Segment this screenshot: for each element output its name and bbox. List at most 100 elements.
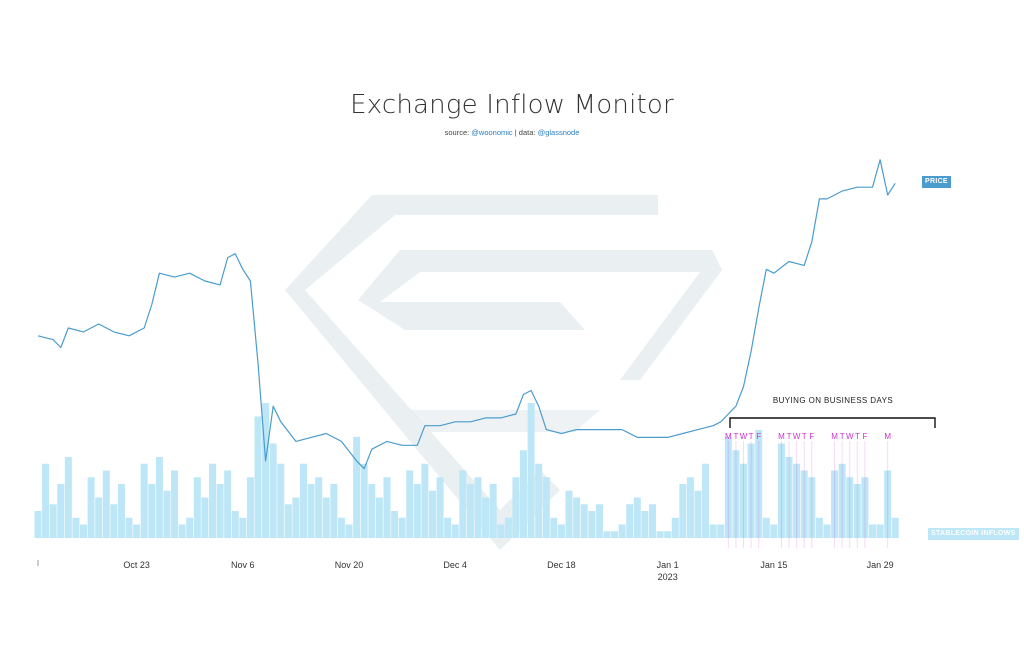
inflow-bar-12 bbox=[125, 517, 133, 538]
inflow-bar-50 bbox=[413, 484, 421, 538]
inflow-bar-108 bbox=[853, 484, 861, 538]
inflow-bar-104 bbox=[823, 524, 831, 538]
inflow-bar-105 bbox=[831, 470, 839, 538]
inflow-bar-102 bbox=[808, 477, 816, 538]
inflow-bar-75 bbox=[603, 531, 611, 538]
inflow-bar-10 bbox=[110, 504, 118, 538]
inflow-bar-34 bbox=[292, 497, 300, 538]
annotation-bracket bbox=[729, 417, 936, 428]
inflow-bar-26 bbox=[231, 511, 239, 538]
inflow-bar-2 bbox=[49, 504, 57, 538]
weekday-letter-1-2: W bbox=[793, 432, 801, 441]
annotation-label: BUYING ON BUSINESS DAYS bbox=[772, 396, 894, 405]
weekday-letter-2-0: M bbox=[831, 432, 838, 441]
inflow-bar-63 bbox=[512, 477, 520, 538]
inflow-bar-40 bbox=[337, 517, 345, 538]
inflow-bar-8 bbox=[95, 497, 103, 538]
weekday-letter-0-4: F bbox=[756, 432, 761, 441]
stablecoin-inflows-badge: STABLECOIN INFLOWS bbox=[928, 528, 1019, 540]
inflow-bar-23 bbox=[208, 463, 216, 538]
chart-title: Exchange Inflow Monitor bbox=[350, 90, 674, 120]
inflow-bar-25 bbox=[224, 470, 232, 538]
inflow-bar-29 bbox=[254, 416, 262, 538]
inflow-bar-98 bbox=[777, 443, 785, 538]
inflow-bar-41 bbox=[345, 524, 353, 538]
inflow-bar-74 bbox=[595, 504, 603, 538]
inflow-bar-9 bbox=[102, 470, 110, 538]
inflow-bar-89 bbox=[709, 524, 717, 538]
inflow-bar-82 bbox=[656, 531, 664, 538]
inflow-bar-110 bbox=[868, 524, 876, 538]
inflow-bar-106 bbox=[838, 463, 846, 538]
inflow-bar-55 bbox=[451, 524, 459, 538]
x-tick-label: Dec 18 bbox=[547, 560, 576, 570]
inflow-bar-15 bbox=[148, 484, 156, 538]
inflow-bar-109 bbox=[861, 477, 869, 538]
inflow-bar-62 bbox=[504, 517, 512, 538]
inflow-bar-78 bbox=[626, 504, 634, 538]
inflow-bar-60 bbox=[489, 484, 497, 538]
inflow-bar-0 bbox=[34, 511, 42, 538]
price-badge: PRICE bbox=[922, 176, 951, 188]
inflow-bar-71 bbox=[573, 497, 581, 538]
inflow-bar-28 bbox=[246, 477, 254, 538]
inflow-bar-77 bbox=[618, 524, 626, 538]
inflow-bar-83 bbox=[664, 531, 672, 538]
inflow-bar-66 bbox=[535, 463, 543, 538]
inflow-bar-27 bbox=[239, 517, 247, 538]
inflow-bar-85 bbox=[679, 484, 687, 538]
weekday-letter-0-3: T bbox=[749, 432, 754, 441]
inflow-bar-97 bbox=[770, 524, 778, 538]
weekday-letter-1-0: M bbox=[778, 432, 785, 441]
inflow-bar-11 bbox=[117, 484, 125, 538]
inflow-bar-65 bbox=[527, 403, 535, 538]
weekday-letter-1-4: F bbox=[809, 432, 814, 441]
inflow-bar-90 bbox=[717, 524, 725, 538]
inflow-bar-13 bbox=[133, 524, 141, 538]
inflow-bar-61 bbox=[497, 524, 505, 538]
inflow-bar-94 bbox=[747, 443, 755, 538]
inflow-bar-88 bbox=[702, 463, 710, 538]
inflow-bar-52 bbox=[428, 490, 436, 538]
inflow-bar-58 bbox=[474, 477, 482, 538]
source-data-link[interactable]: @glassnode bbox=[537, 128, 580, 137]
x-tick-label: Jan 15 bbox=[760, 560, 788, 570]
inflow-bar-21 bbox=[193, 477, 201, 538]
x-tick-label: Nov 6 bbox=[231, 560, 255, 570]
inflow-bar-67 bbox=[542, 477, 550, 538]
inflow-bar-45 bbox=[375, 497, 383, 538]
source-author-link[interactable]: @woonomic bbox=[471, 128, 513, 137]
x-tick-label: Oct 23 bbox=[123, 560, 150, 570]
inflow-bar-96 bbox=[762, 517, 770, 538]
weekday-letter-2-2: W bbox=[846, 432, 854, 441]
source-separator: | data: bbox=[512, 128, 538, 137]
inflow-bar-14 bbox=[140, 463, 148, 538]
inflow-bar-91 bbox=[724, 436, 732, 538]
inflow-bar-44 bbox=[368, 484, 376, 538]
inflow-bar-4 bbox=[64, 457, 72, 538]
inflow-bar-56 bbox=[459, 470, 467, 538]
inflow-bar-33 bbox=[284, 504, 292, 538]
inflow-bar-7 bbox=[87, 477, 95, 538]
inflow-bar-101 bbox=[800, 470, 808, 538]
inflow-bar-81 bbox=[648, 504, 656, 538]
inflow-bar-93 bbox=[740, 463, 748, 538]
inflow-bar-48 bbox=[398, 517, 406, 538]
price-line bbox=[37, 159, 896, 470]
inflow-bar-38 bbox=[322, 497, 330, 538]
inflow-bar-80 bbox=[641, 511, 649, 538]
price-series bbox=[37, 159, 896, 470]
inflow-bar-103 bbox=[815, 517, 823, 538]
inflow-bar-69 bbox=[557, 524, 565, 538]
inflow-bar-49 bbox=[406, 470, 414, 538]
inflow-bar-1 bbox=[42, 463, 50, 538]
inflow-bar-20 bbox=[186, 517, 194, 538]
inflow-bar-30 bbox=[262, 403, 270, 538]
inflow-bar-17 bbox=[163, 490, 171, 538]
watermark-inner-shape bbox=[358, 250, 722, 380]
weekday-letter-3-0: M bbox=[884, 432, 891, 441]
weekday-letter-0-2: W bbox=[740, 432, 748, 441]
